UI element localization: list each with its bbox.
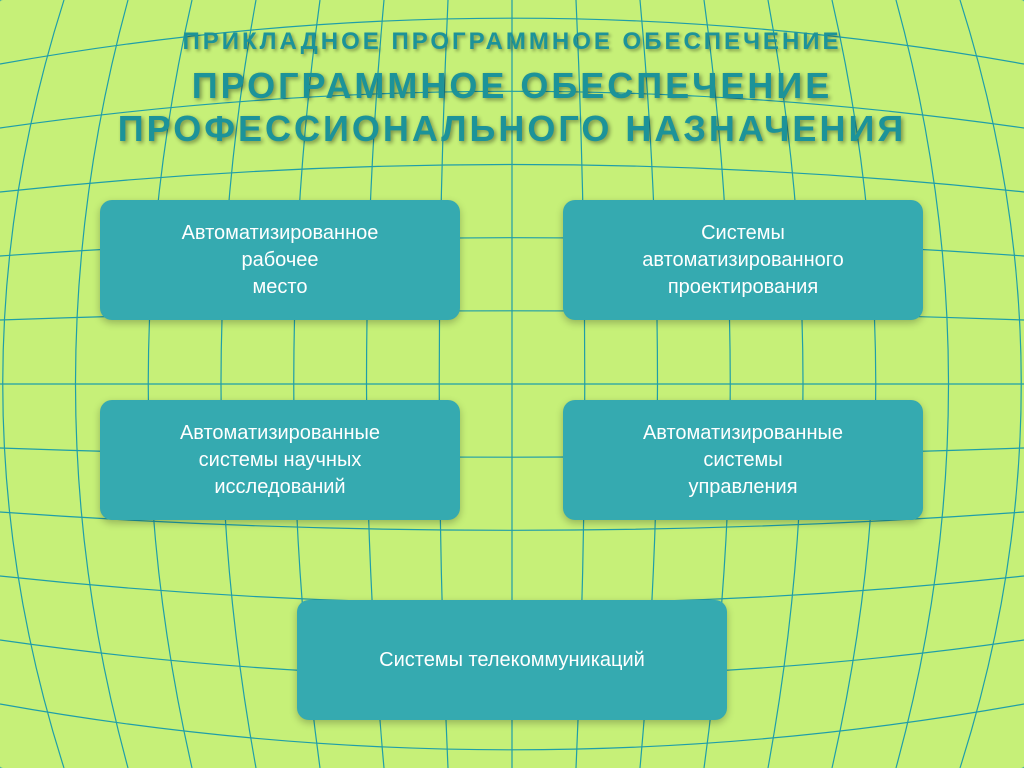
category-box-3: Автоматизированные системы управления <box>563 400 923 520</box>
content: ПРИКЛАДНОЕ ПРОГРАММНОЕ ОБЕСПЕЧЕНИЕ ПРОГР… <box>0 0 1024 768</box>
slide-title: ПРОГРАММНОЕ ОБЕСПЕЧЕНИЕ ПРОФЕССИОНАЛЬНОГ… <box>0 64 1024 150</box>
slide-subtitle: ПРИКЛАДНОЕ ПРОГРАММНОЕ ОБЕСПЕЧЕНИЕ <box>0 28 1024 56</box>
slide: ПРИКЛАДНОЕ ПРОГРАММНОЕ ОБЕСПЕЧЕНИЕ ПРОГР… <box>0 0 1024 768</box>
category-box-1: Системы автоматизированного проектирован… <box>563 200 923 320</box>
category-box-4: Системы телекоммуникаций <box>297 600 727 720</box>
category-box-0: Автоматизированное рабочее место <box>100 200 460 320</box>
category-box-2: Автоматизированные системы научных иссле… <box>100 400 460 520</box>
